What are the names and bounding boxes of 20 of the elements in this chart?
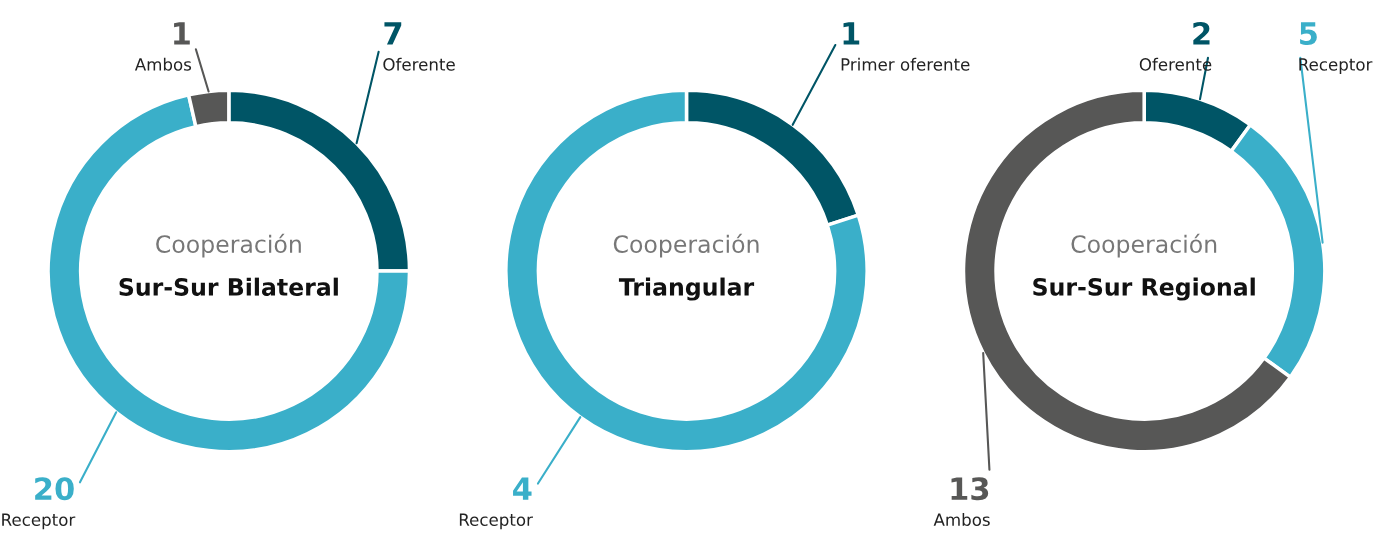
text: Cooperación	[613, 233, 759, 258]
data-label: 2	[1193, 21, 1210, 45]
text: Cooperación	[1071, 233, 1217, 258]
slice-label: Ambos	[134, 57, 192, 71]
slice-label: Oferente	[383, 57, 455, 71]
slice-label: Primer oferente	[841, 57, 970, 71]
data-label: 1	[174, 22, 190, 45]
text: Sur-Sur Bilateral	[119, 277, 338, 296]
slice-label: Receptor	[459, 513, 533, 530]
data-label: 7	[384, 22, 402, 45]
data-label: 1	[843, 22, 860, 45]
data-label: 13	[951, 477, 989, 501]
slice-label: Receptor	[2, 513, 76, 530]
data-label: 20	[35, 477, 74, 501]
text: Triangular	[618, 277, 755, 301]
data-label: 4	[513, 477, 532, 500]
text: Cooperación	[156, 233, 301, 258]
data-label: 5	[1300, 22, 1317, 45]
text: Sur-Sur Regional	[1033, 277, 1255, 301]
slice-label: Ambos	[933, 513, 990, 526]
